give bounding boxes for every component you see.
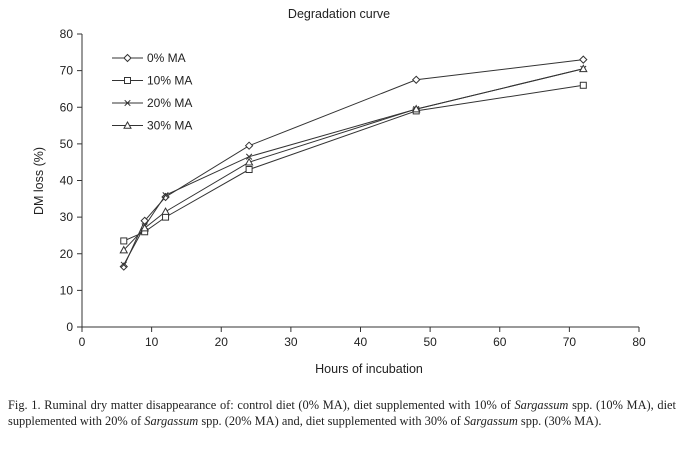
legend-label: 0% MA	[147, 51, 186, 65]
data-point	[244, 157, 254, 166]
x-ticks: 0 10 20 30 40 50 60 70 80	[79, 327, 646, 349]
figure-caption: Fig. 1. Ruminal dry matter disappearance…	[8, 397, 676, 429]
caption-text-3: spp. (20% MA) and, diet supplemented wit…	[198, 414, 464, 428]
y-tick-label: 80	[60, 27, 74, 41]
x-tick-label: 30	[284, 335, 298, 349]
y-tick-label: 10	[60, 283, 74, 297]
y-tick-label: 50	[60, 137, 74, 151]
caption-text-1: Fig. 1. Ruminal dry matter disappearance…	[8, 398, 515, 412]
x-tick-label: 80	[632, 335, 646, 349]
data-point	[124, 99, 131, 107]
legend-entry: 20% MA	[112, 96, 192, 110]
y-tick-label: 70	[60, 64, 74, 78]
data-point	[119, 262, 128, 271]
x-tick-label: 40	[354, 335, 368, 349]
caption-text-4: spp. (30% MA).	[517, 414, 602, 428]
data-point	[161, 207, 170, 215]
series-0-ma	[119, 55, 588, 271]
legend-label: 20% MA	[147, 96, 192, 110]
x-tick-label: 60	[493, 335, 507, 349]
x-tick-label: 70	[563, 335, 577, 349]
caption-italic-3: Sargassum	[463, 414, 518, 428]
x-tick-label: 50	[423, 335, 437, 349]
caption-text-2: spp. (10% MA), diet supplemented with 20…	[8, 398, 677, 428]
series-line	[123, 68, 584, 251]
data-point	[579, 81, 587, 89]
x-tick-label: 0	[79, 335, 86, 349]
x-tick-label: 20	[215, 335, 229, 349]
series-30-ma	[119, 64, 588, 254]
data-point	[140, 223, 150, 232]
series-layer	[119, 55, 588, 271]
legend-entry: 0% MA	[112, 51, 186, 65]
data-point	[579, 55, 588, 64]
y-tick-label: 30	[60, 210, 74, 224]
data-point	[120, 237, 128, 245]
data-point	[162, 191, 169, 199]
data-point	[244, 141, 254, 150]
data-point	[161, 192, 170, 202]
legend: 0% MA 10% MA 20% MA 30% MA	[112, 51, 192, 133]
data-point	[411, 75, 421, 84]
caption-italic-1: Sargassum	[514, 398, 569, 412]
series-line	[123, 59, 584, 267]
data-point	[123, 120, 132, 129]
x-tick-label: 10	[145, 335, 159, 349]
y-tick-label: 40	[60, 174, 74, 188]
data-point	[245, 153, 253, 160]
y-axis-label: DM loss (%)	[32, 147, 46, 215]
data-point	[120, 261, 127, 268]
series-line	[123, 68, 584, 265]
legend-label: 30% MA	[147, 119, 192, 133]
data-point	[578, 64, 588, 73]
data-point	[245, 166, 253, 174]
legend-entry: 30% MA	[112, 119, 192, 133]
data-point	[162, 213, 170, 221]
data-point	[124, 77, 131, 84]
data-point	[119, 245, 129, 254]
data-point	[411, 104, 421, 113]
degradation-chart: Degradation curve 0 10 20 30 40 50 60 70 80 0 10 2…	[32, 7, 646, 376]
y-tick-label: 0	[66, 320, 73, 334]
data-point	[123, 53, 132, 63]
legend-label: 10% MA	[147, 74, 192, 88]
y-tick-label: 60	[60, 100, 74, 114]
y-ticks: 0 10 20 30 40 50 60 70 80	[60, 27, 82, 334]
y-tick-label: 20	[60, 247, 74, 261]
chart-title: Degradation curve	[288, 7, 390, 21]
x-axis-label: Hours of incubation	[315, 362, 423, 376]
series-line	[123, 84, 584, 242]
caption-italic-2: Sargassum	[144, 414, 199, 428]
legend-entry: 10% MA	[112, 74, 192, 88]
